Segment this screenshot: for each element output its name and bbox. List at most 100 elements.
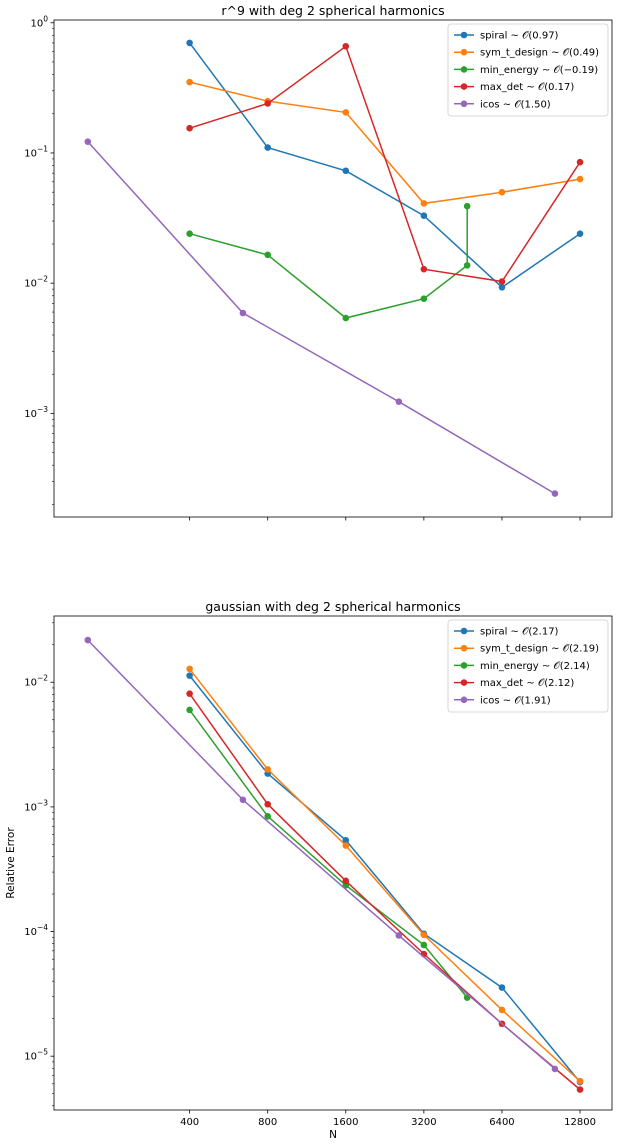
legend-marker <box>460 48 468 56</box>
data-point <box>498 984 506 991</box>
data-point <box>264 100 272 107</box>
plot-frame <box>53 19 613 518</box>
x-tick-label: 1600 <box>333 1117 358 1128</box>
data-point <box>420 941 428 949</box>
data-point <box>84 636 92 644</box>
data-point <box>239 309 247 317</box>
data-point <box>576 1077 584 1085</box>
legend-marker <box>460 644 468 652</box>
series-2 <box>186 665 584 1085</box>
data-point <box>551 490 559 497</box>
data-point <box>342 314 350 322</box>
legend-label: max_det ~ 𝒪(0.17) <box>480 82 574 93</box>
data-point <box>186 39 193 47</box>
x-tick-label: 12800 <box>564 1117 596 1128</box>
legend-box <box>447 23 609 117</box>
series-line <box>188 693 581 1091</box>
data-point <box>576 175 584 183</box>
data-point <box>420 212 428 219</box>
data-point <box>576 230 584 237</box>
data-point <box>342 877 350 885</box>
legend-label: sym_t_design ~ 𝒪(2.19) <box>480 644 599 655</box>
legend-label: spiral ~ 𝒪(2.17) <box>480 627 559 638</box>
y-tick-label: 10−1 <box>24 144 48 159</box>
legend-marker <box>460 66 468 73</box>
series-line <box>189 668 581 1082</box>
y-tick-label: 10−2 <box>24 674 48 689</box>
y-tick-label: 10−3 <box>24 405 48 420</box>
data-point <box>342 42 350 50</box>
data-point <box>186 230 193 237</box>
legend: spiral ~ 𝒪(2.17) sym_t_design ~ 𝒪(2.19) mi… <box>447 619 609 713</box>
x-tick-label: 800 <box>258 1117 277 1128</box>
data-point <box>420 200 428 207</box>
x-tick-label: 6400 <box>489 1117 514 1128</box>
data-point <box>186 78 193 86</box>
legend-marker <box>460 627 468 635</box>
chart-title: r^9 with deg 2 spherical harmonics <box>221 3 444 18</box>
data-point <box>239 796 247 804</box>
legend-label: min_energy ~ 𝒪(2.14) <box>480 661 590 672</box>
legend-marker <box>460 31 468 39</box>
data-point <box>498 278 506 285</box>
series-1 <box>186 39 584 291</box>
data-point <box>463 262 471 269</box>
data-point <box>186 690 193 697</box>
series-line <box>189 675 581 1083</box>
data-point <box>463 202 471 210</box>
data-point <box>395 398 403 405</box>
chart-1: r^9 with deg 2 spherical harmonics 10−3 10… <box>24 3 613 521</box>
legend-label: icos ~ 𝒪(1.91) <box>480 695 551 706</box>
data-point <box>498 188 506 196</box>
legend-marker <box>460 679 468 686</box>
data-point <box>420 295 428 302</box>
data-point <box>264 800 272 808</box>
series-line <box>188 42 581 289</box>
y-tick-label: 100 <box>30 14 48 29</box>
data-point <box>186 665 193 673</box>
y-tick-label: 10−2 <box>24 275 48 290</box>
plot-frame <box>53 615 613 1111</box>
data-point <box>264 813 272 820</box>
y-axis-label: Relative Error <box>5 827 17 899</box>
legend-label: icos ~ 𝒪(1.50) <box>480 99 551 110</box>
legend-label: spiral ~ 𝒪(0.97) <box>480 31 559 42</box>
series-line <box>189 45 581 283</box>
data-point <box>395 932 403 939</box>
legend-label: sym_t_design ~ 𝒪(0.49) <box>480 48 599 59</box>
legend-marker <box>460 100 468 108</box>
legend-marker <box>460 696 468 704</box>
data-point <box>551 1065 559 1073</box>
data-point <box>264 144 272 151</box>
series-line <box>87 141 556 495</box>
series-5 <box>84 636 559 1073</box>
y-tick-label: 10−5 <box>24 1048 48 1063</box>
data-point <box>576 1086 584 1093</box>
data-point <box>420 265 428 273</box>
data-point <box>186 124 193 132</box>
y-tick-label: 10−4 <box>24 923 48 938</box>
data-point <box>342 842 350 849</box>
series-1 <box>186 672 584 1086</box>
data-point <box>576 158 584 166</box>
data-point <box>264 766 272 773</box>
x-tick-label: 3200 <box>411 1117 436 1128</box>
data-point <box>186 672 193 679</box>
legend-label: min_energy ~ 𝒪(−0.19) <box>480 65 598 76</box>
legend-marker <box>460 83 468 90</box>
y-tick-label: 10−3 <box>24 798 48 813</box>
x-axis-label: N <box>329 1129 337 1141</box>
data-point <box>186 706 193 714</box>
series-4 <box>186 42 584 285</box>
legend-box <box>447 619 609 713</box>
chart-title: gaussian with deg 2 spherical harmonics <box>205 599 460 614</box>
legend-label: max_det ~ 𝒪(2.12) <box>480 678 574 689</box>
x-tick-label: 400 <box>180 1117 199 1128</box>
series-line <box>189 206 468 319</box>
chart-2: gaussian with deg 2 spherical harmonics 1… <box>5 599 613 1141</box>
legend-marker <box>460 662 468 669</box>
series-line <box>87 639 556 1070</box>
data-point <box>264 251 272 259</box>
series-5 <box>84 138 559 497</box>
